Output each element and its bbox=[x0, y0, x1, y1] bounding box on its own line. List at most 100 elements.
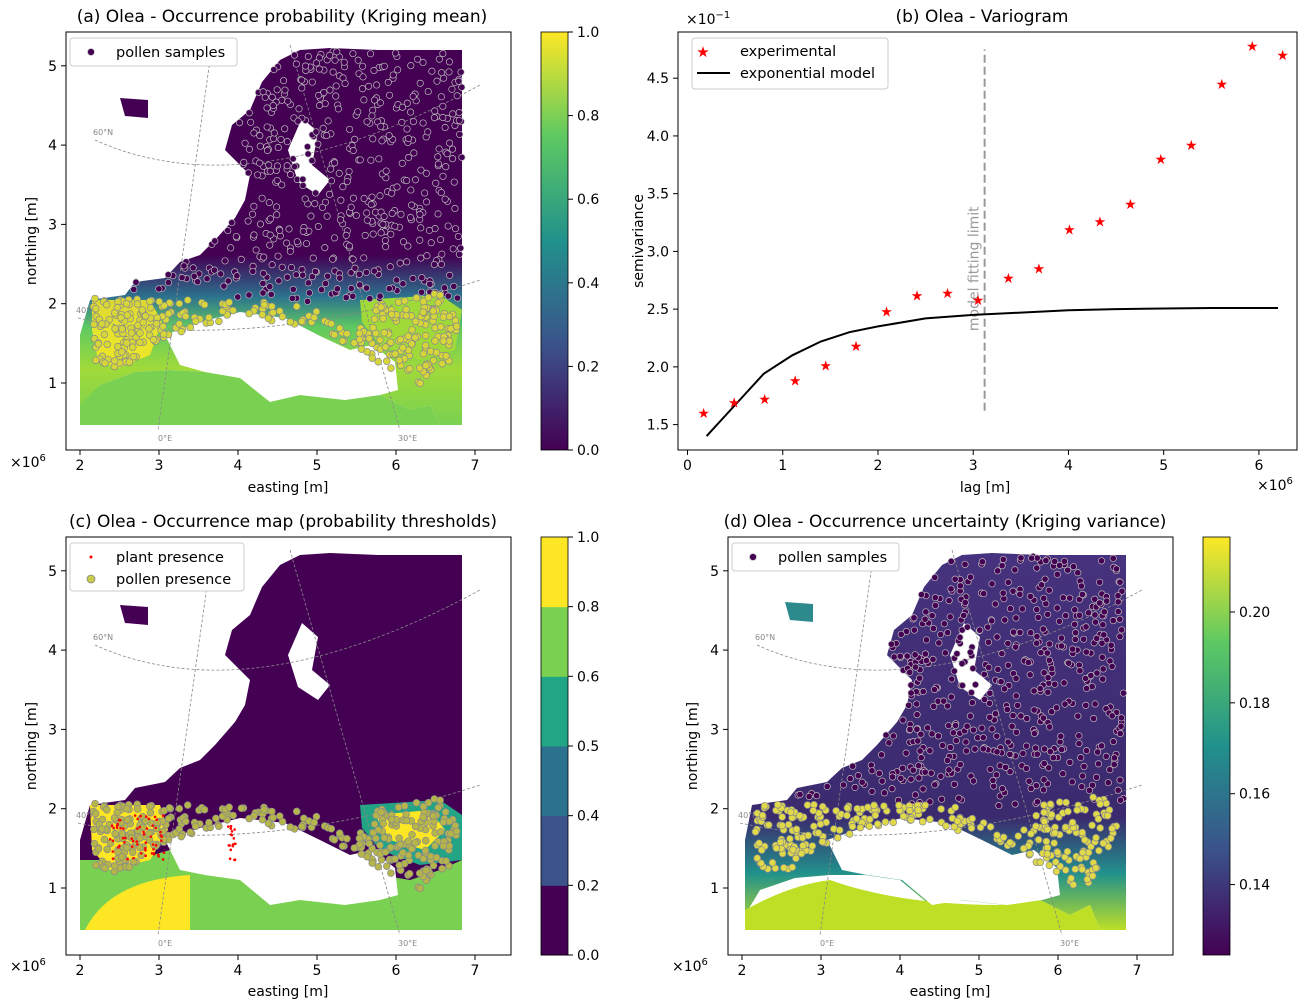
sample-point bbox=[1048, 665, 1056, 673]
plant-presence-point bbox=[229, 824, 233, 828]
sample-point bbox=[760, 802, 769, 810]
sample-point bbox=[868, 787, 876, 796]
sample-point bbox=[304, 150, 312, 158]
sample-point bbox=[999, 555, 1007, 564]
sample-point bbox=[363, 118, 371, 126]
sample-point bbox=[958, 660, 966, 668]
sample-point bbox=[1116, 730, 1124, 738]
sample-point bbox=[98, 825, 106, 833]
panel-a-colorbar bbox=[540, 31, 569, 451]
variogram-xlabel: lag [m] bbox=[960, 480, 1010, 496]
sample-point bbox=[437, 189, 445, 197]
sample-point bbox=[1047, 810, 1056, 819]
sample-point bbox=[1027, 629, 1035, 637]
y-tick-label: 2 bbox=[48, 297, 57, 313]
sample-point bbox=[369, 828, 377, 837]
x-tick-label: 0 bbox=[683, 458, 692, 474]
sample-point bbox=[190, 272, 198, 280]
y-tick-label: 2 bbox=[48, 802, 57, 818]
plant-presence-point bbox=[233, 828, 236, 831]
sample-point bbox=[813, 792, 821, 800]
sample-point bbox=[100, 835, 109, 844]
y-tick-label: 2 bbox=[710, 802, 719, 818]
sample-point bbox=[864, 803, 872, 812]
sample-point bbox=[438, 359, 446, 368]
sample-point bbox=[400, 802, 409, 810]
sample-point bbox=[905, 701, 913, 709]
sample-point bbox=[265, 161, 273, 169]
panel-c-legend-plant-marker bbox=[89, 555, 93, 559]
sample-point bbox=[1116, 776, 1124, 784]
sample-point bbox=[1081, 836, 1089, 844]
plant-presence-point bbox=[108, 837, 112, 841]
sample-point bbox=[374, 357, 383, 366]
sample-point bbox=[333, 285, 341, 293]
sample-point bbox=[953, 650, 961, 658]
sample-point bbox=[1074, 712, 1082, 720]
sample-point bbox=[1110, 760, 1118, 769]
sample-point bbox=[952, 721, 960, 730]
sample-point bbox=[375, 155, 383, 163]
sample-point bbox=[934, 732, 942, 740]
sample-point bbox=[320, 88, 328, 97]
plant-presence-point bbox=[229, 848, 233, 852]
sample-point bbox=[312, 128, 320, 136]
sample-point bbox=[985, 663, 993, 671]
plant-presence-point bbox=[155, 818, 159, 821]
sample-point bbox=[906, 725, 914, 733]
sample-point bbox=[1061, 823, 1070, 832]
sample-point bbox=[938, 795, 946, 803]
sample-point bbox=[873, 820, 882, 828]
sample-point bbox=[1066, 758, 1074, 766]
panel-a-legend: pollen samples bbox=[69, 37, 238, 67]
sample-point bbox=[853, 804, 861, 813]
sample-point bbox=[159, 322, 167, 331]
sample-point bbox=[419, 58, 427, 67]
sample-point bbox=[439, 113, 447, 122]
sample-point bbox=[268, 93, 276, 101]
sample-point bbox=[90, 825, 98, 833]
x-tick-label: 7 bbox=[471, 458, 480, 474]
sample-point bbox=[1037, 649, 1045, 657]
sample-point bbox=[308, 78, 316, 86]
sample-point bbox=[1011, 800, 1019, 808]
panel-c-title: (c) Olea - Occurrence map (probability t… bbox=[69, 512, 497, 532]
sample-point bbox=[903, 652, 911, 660]
sample-point bbox=[399, 238, 407, 246]
sample-point bbox=[967, 688, 975, 697]
sample-point bbox=[993, 831, 1001, 839]
sample-point bbox=[1044, 688, 1052, 696]
experimental-point: ★ bbox=[697, 406, 710, 422]
plant-presence-point bbox=[229, 827, 233, 830]
colorbar-tick-label: 1.0 bbox=[577, 25, 599, 41]
sample-point bbox=[260, 301, 268, 309]
model-curve bbox=[705, 307, 1278, 437]
colorbar-block bbox=[541, 606, 568, 677]
sample-point bbox=[382, 243, 390, 251]
sample-point bbox=[1084, 609, 1093, 617]
plant-presence-point bbox=[136, 817, 139, 821]
panel-a-legend-marker bbox=[87, 48, 95, 56]
sample-point bbox=[979, 734, 987, 742]
sample-point bbox=[416, 379, 425, 388]
sample-point bbox=[1118, 587, 1126, 595]
panel-c-legend: plant presence pollen presence bbox=[69, 542, 245, 592]
sample-point bbox=[380, 62, 388, 70]
experimental-point: ★ bbox=[1276, 48, 1289, 64]
sample-point bbox=[995, 802, 1003, 810]
sample-point bbox=[439, 337, 448, 345]
sample-point bbox=[432, 179, 440, 187]
sample-point bbox=[1009, 628, 1018, 636]
panel-a: (a) Olea - Occurrence probability (Krigi… bbox=[10, 7, 599, 496]
sample-point bbox=[1083, 684, 1091, 693]
sample-point bbox=[110, 862, 119, 870]
sample-point bbox=[421, 189, 429, 197]
sample-point bbox=[302, 240, 310, 248]
sample-point bbox=[440, 284, 449, 292]
sample-point bbox=[434, 299, 442, 307]
sample-point bbox=[432, 348, 441, 357]
sample-point bbox=[1091, 700, 1099, 708]
sample-point bbox=[1026, 671, 1034, 679]
sample-point bbox=[352, 211, 360, 220]
sample-point bbox=[1042, 837, 1051, 846]
